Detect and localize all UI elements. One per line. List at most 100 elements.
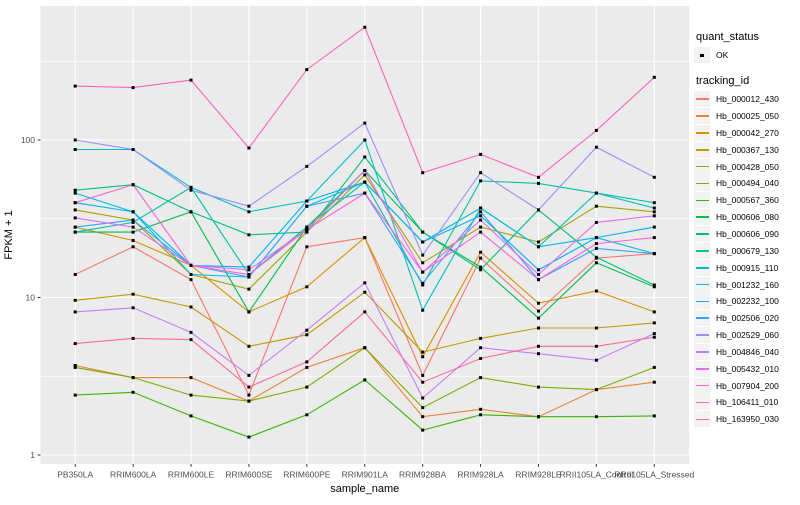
data-point [421, 406, 425, 410]
series-points-Hb_000567_360 [73, 378, 656, 439]
data-point [652, 225, 656, 229]
legend-item-Hb_004846_040: Hb_004846_040 [694, 343, 800, 361]
data-point [305, 199, 309, 203]
data-point [247, 265, 251, 269]
legend-item-label: Hb_000042_270 [716, 127, 779, 138]
data-point [131, 220, 135, 224]
data-point [594, 128, 598, 132]
data-point [131, 230, 135, 234]
series-color-key-icon [694, 108, 710, 125]
data-point [131, 148, 135, 151]
data-point [189, 188, 193, 192]
data-point [594, 326, 598, 330]
data-point [537, 326, 540, 330]
data-point [652, 365, 656, 369]
data-point [652, 283, 656, 287]
data-point [73, 364, 77, 367]
data-point [305, 385, 309, 389]
data-point [131, 225, 135, 229]
data-point [247, 344, 251, 348]
data-point [131, 218, 135, 222]
data-point [537, 309, 540, 313]
data-point [594, 236, 598, 240]
data-point [537, 344, 540, 348]
legend-item-Hb_005432_010: Hb_005432_010 [694, 360, 800, 377]
series-color-key-icon [694, 377, 710, 394]
data-point [189, 273, 193, 276]
data-point [73, 225, 77, 229]
legend-item-Hb_000606_090: Hb_000606_090 [694, 226, 800, 243]
series-color-key-icon [694, 293, 710, 310]
data-point [421, 253, 425, 257]
data-point [652, 175, 656, 179]
data-point [73, 148, 77, 151]
data-point [479, 413, 483, 417]
data-point [479, 256, 483, 260]
data-point [73, 393, 77, 397]
data-point [594, 415, 598, 419]
data-point [73, 188, 77, 192]
legend-item-Hb_002506_020: Hb_002506_020 [694, 310, 800, 327]
data-point [73, 138, 77, 142]
x-tick-label: RRIM928LA [457, 470, 504, 480]
data-point [652, 201, 656, 205]
data-point [594, 242, 598, 246]
series-color-key-icon [694, 343, 710, 360]
legend-item-label: Hb_000606_090 [716, 229, 779, 240]
data-point [73, 342, 77, 346]
data-point [594, 289, 598, 293]
data-point [363, 180, 367, 184]
legend-item-label: Hb_007904_200 [716, 380, 779, 391]
data-point [421, 283, 425, 287]
data-point [247, 275, 251, 279]
data-point [305, 225, 309, 229]
data-point [537, 240, 540, 244]
data-point [421, 355, 425, 359]
data-point [479, 152, 483, 156]
series-points-Hb_106411_010 [73, 25, 656, 179]
series-color-key-icon [694, 327, 710, 344]
data-point [421, 270, 425, 274]
data-point [479, 179, 483, 183]
y-axis-title: FPKM + 1 [3, 210, 15, 259]
legend-item-Hb_000012_430: Hb_000012_430 [694, 91, 800, 108]
data-point [73, 216, 77, 220]
data-point [247, 233, 251, 237]
data-point [363, 173, 367, 177]
legend-item-Hb_000606_080: Hb_000606_080 [694, 209, 800, 226]
data-point [479, 214, 483, 218]
series-points-Hb_163950_030 [73, 310, 656, 389]
legend-item-label: Hb_000367_130 [716, 144, 779, 155]
legend-item-label: Hb_002232_100 [716, 296, 779, 307]
legend-item-label: Hb_106411_010 [716, 397, 779, 408]
data-point [421, 308, 425, 312]
data-point [247, 393, 251, 397]
data-point [421, 396, 425, 400]
data-point [305, 228, 309, 232]
legend-item-label: Hb_000494_040 [716, 178, 779, 189]
data-point [131, 210, 135, 214]
x-tick-label: RRIM600SE [225, 470, 273, 480]
series-color-key-icon [694, 259, 710, 276]
data-point [479, 376, 483, 380]
data-point [131, 239, 135, 242]
data-point [73, 191, 77, 195]
data-point [247, 399, 251, 403]
x-axis-title: sample_name [330, 483, 399, 495]
data-point [189, 414, 193, 418]
data-point [247, 385, 251, 389]
legend-item-label: Hb_002529_060 [716, 330, 779, 341]
data-point [131, 183, 135, 187]
data-point [363, 346, 367, 350]
data-point [479, 346, 483, 350]
legend-item-label: Hb_001232_160 [716, 279, 779, 290]
data-point [537, 316, 540, 320]
data-point [73, 365, 77, 369]
series-points-Hb_000494_040 [73, 346, 656, 410]
data-point [479, 171, 483, 175]
data-point [479, 336, 483, 340]
x-tick-label: RRII105LA_Control [559, 470, 633, 480]
data-point [594, 255, 598, 259]
x-tick-label: RRIM928LE [515, 470, 562, 480]
